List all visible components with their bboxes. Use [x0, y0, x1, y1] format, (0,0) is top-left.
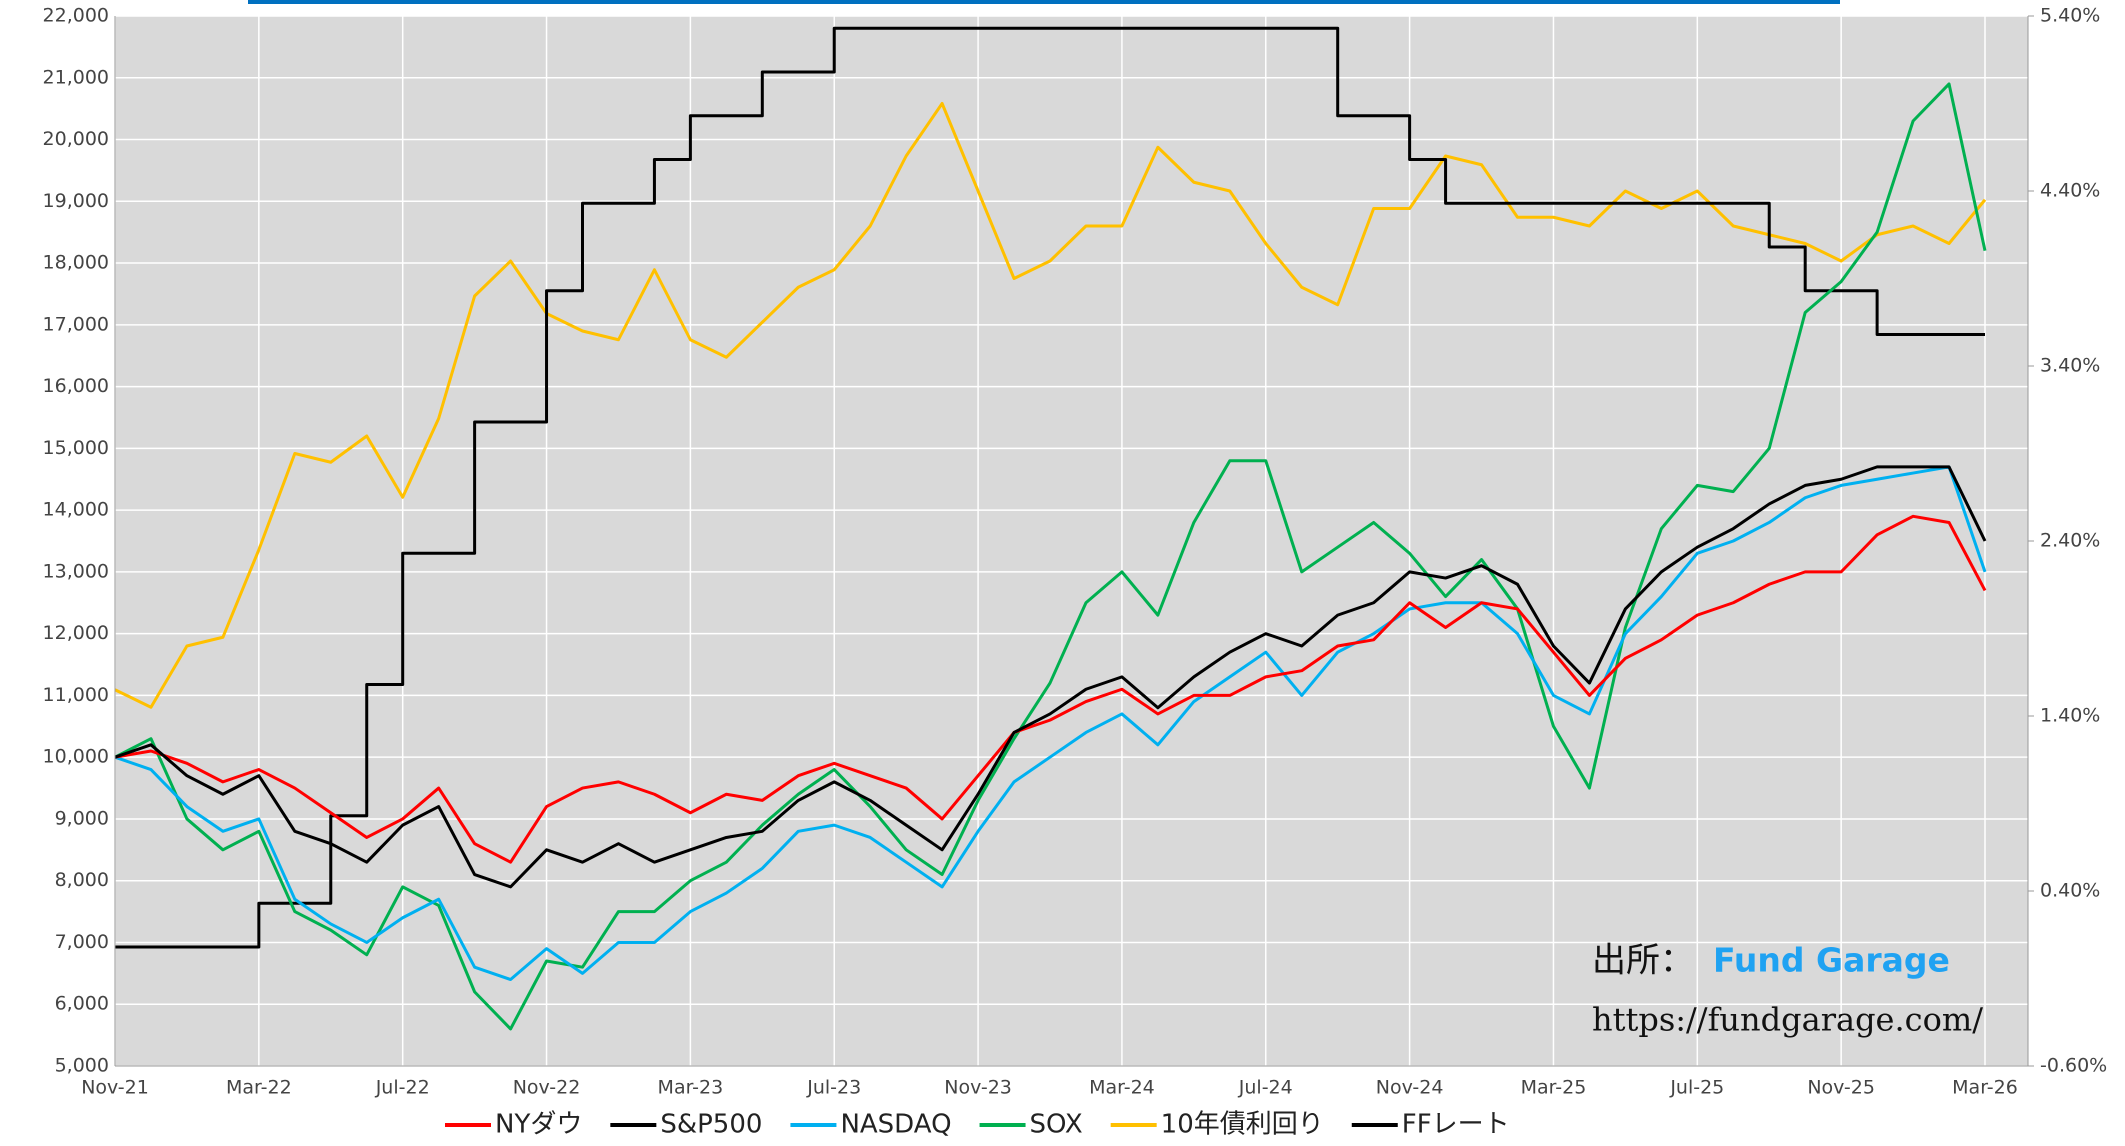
series-line: [114, 465, 1987, 889]
top-bar: [248, 0, 1840, 4]
y-tick-label: 9,000: [55, 807, 109, 829]
x-tick-label: Nov-24: [1376, 1077, 1444, 1099]
series-line: [114, 514, 1987, 864]
y2-tick-label: 5.40%: [2040, 5, 2100, 27]
x-tick-label: Nov-23: [944, 1077, 1012, 1099]
legend-label: 10年債利回り: [1161, 1110, 1324, 1140]
source-name: Fund Garage: [1713, 941, 1950, 980]
y2-tick-label: 4.40%: [2040, 180, 2100, 202]
y-tick-label: 8,000: [55, 869, 109, 891]
y-tick-label: 14,000: [43, 499, 109, 521]
series-line: [114, 465, 1987, 982]
x-tick-label: Nov-21: [81, 1077, 149, 1099]
y-tick-label: 12,000: [43, 622, 109, 644]
y-tick-label: 19,000: [43, 190, 109, 212]
y-tick-label: 17,000: [43, 313, 109, 335]
legend-label: FFレート: [1402, 1110, 1510, 1140]
legend-label: SOX: [1030, 1110, 1083, 1140]
y-tick-label: 11,000: [43, 684, 109, 706]
legend: NYダウ S&P500 NASDAQ SOX 10年債利回り FFレート: [445, 1110, 1510, 1140]
y-tick-label: 15,000: [43, 437, 109, 459]
lines: [114, 26, 1987, 1031]
source-label: 出所：: [1592, 941, 1694, 981]
x-tick-label: Mar-26: [1952, 1077, 2018, 1099]
y-tick-label: 5,000: [55, 1055, 109, 1077]
y2-tick-label: -0.60%: [2040, 1055, 2107, 1077]
y-tick-label: 10,000: [43, 746, 109, 768]
y-tick-label: 16,000: [43, 375, 109, 397]
x-tick-label: Mar-22: [226, 1077, 292, 1099]
source-url: https://fundgarage.com/: [1592, 1001, 1983, 1039]
legend-label: NASDAQ: [840, 1110, 951, 1140]
x-tick-label: Mar-24: [1089, 1077, 1155, 1099]
legend-label: NYダウ: [495, 1110, 582, 1140]
y2-tick-label: 2.40%: [2040, 530, 2100, 552]
x-tick-label: Jul-23: [806, 1077, 861, 1099]
y2-tick-label: 3.40%: [2040, 355, 2100, 377]
grid: [114, 15, 2028, 1067]
x-tick-label: Mar-23: [658, 1077, 724, 1099]
y-tick-label: 20,000: [43, 128, 109, 150]
y-tick-label: 6,000: [55, 993, 109, 1015]
y-tick-label: 7,000: [55, 931, 109, 953]
y-tick-label: 13,000: [43, 560, 109, 582]
x-tick-label: Jul-25: [1669, 1077, 1724, 1099]
series-line: [114, 82, 1987, 1031]
x-tick-label: Jul-24: [1238, 1077, 1293, 1099]
y2-tick-label: 0.40%: [2040, 880, 2100, 902]
y-tick-label: 18,000: [43, 252, 109, 274]
series-line: [115, 26, 1985, 949]
x-tick-label: Mar-25: [1521, 1077, 1587, 1099]
y-tick-label: 21,000: [43, 66, 109, 88]
x-tick-label: Jul-22: [375, 1077, 430, 1099]
legend-label: S&P500: [660, 1110, 762, 1140]
y-tick-label: 22,000: [43, 5, 109, 27]
x-tick-label: Nov-25: [1807, 1077, 1875, 1099]
y2-tick-label: 1.40%: [2040, 705, 2100, 727]
x-tick-label: Nov-22: [513, 1077, 581, 1099]
